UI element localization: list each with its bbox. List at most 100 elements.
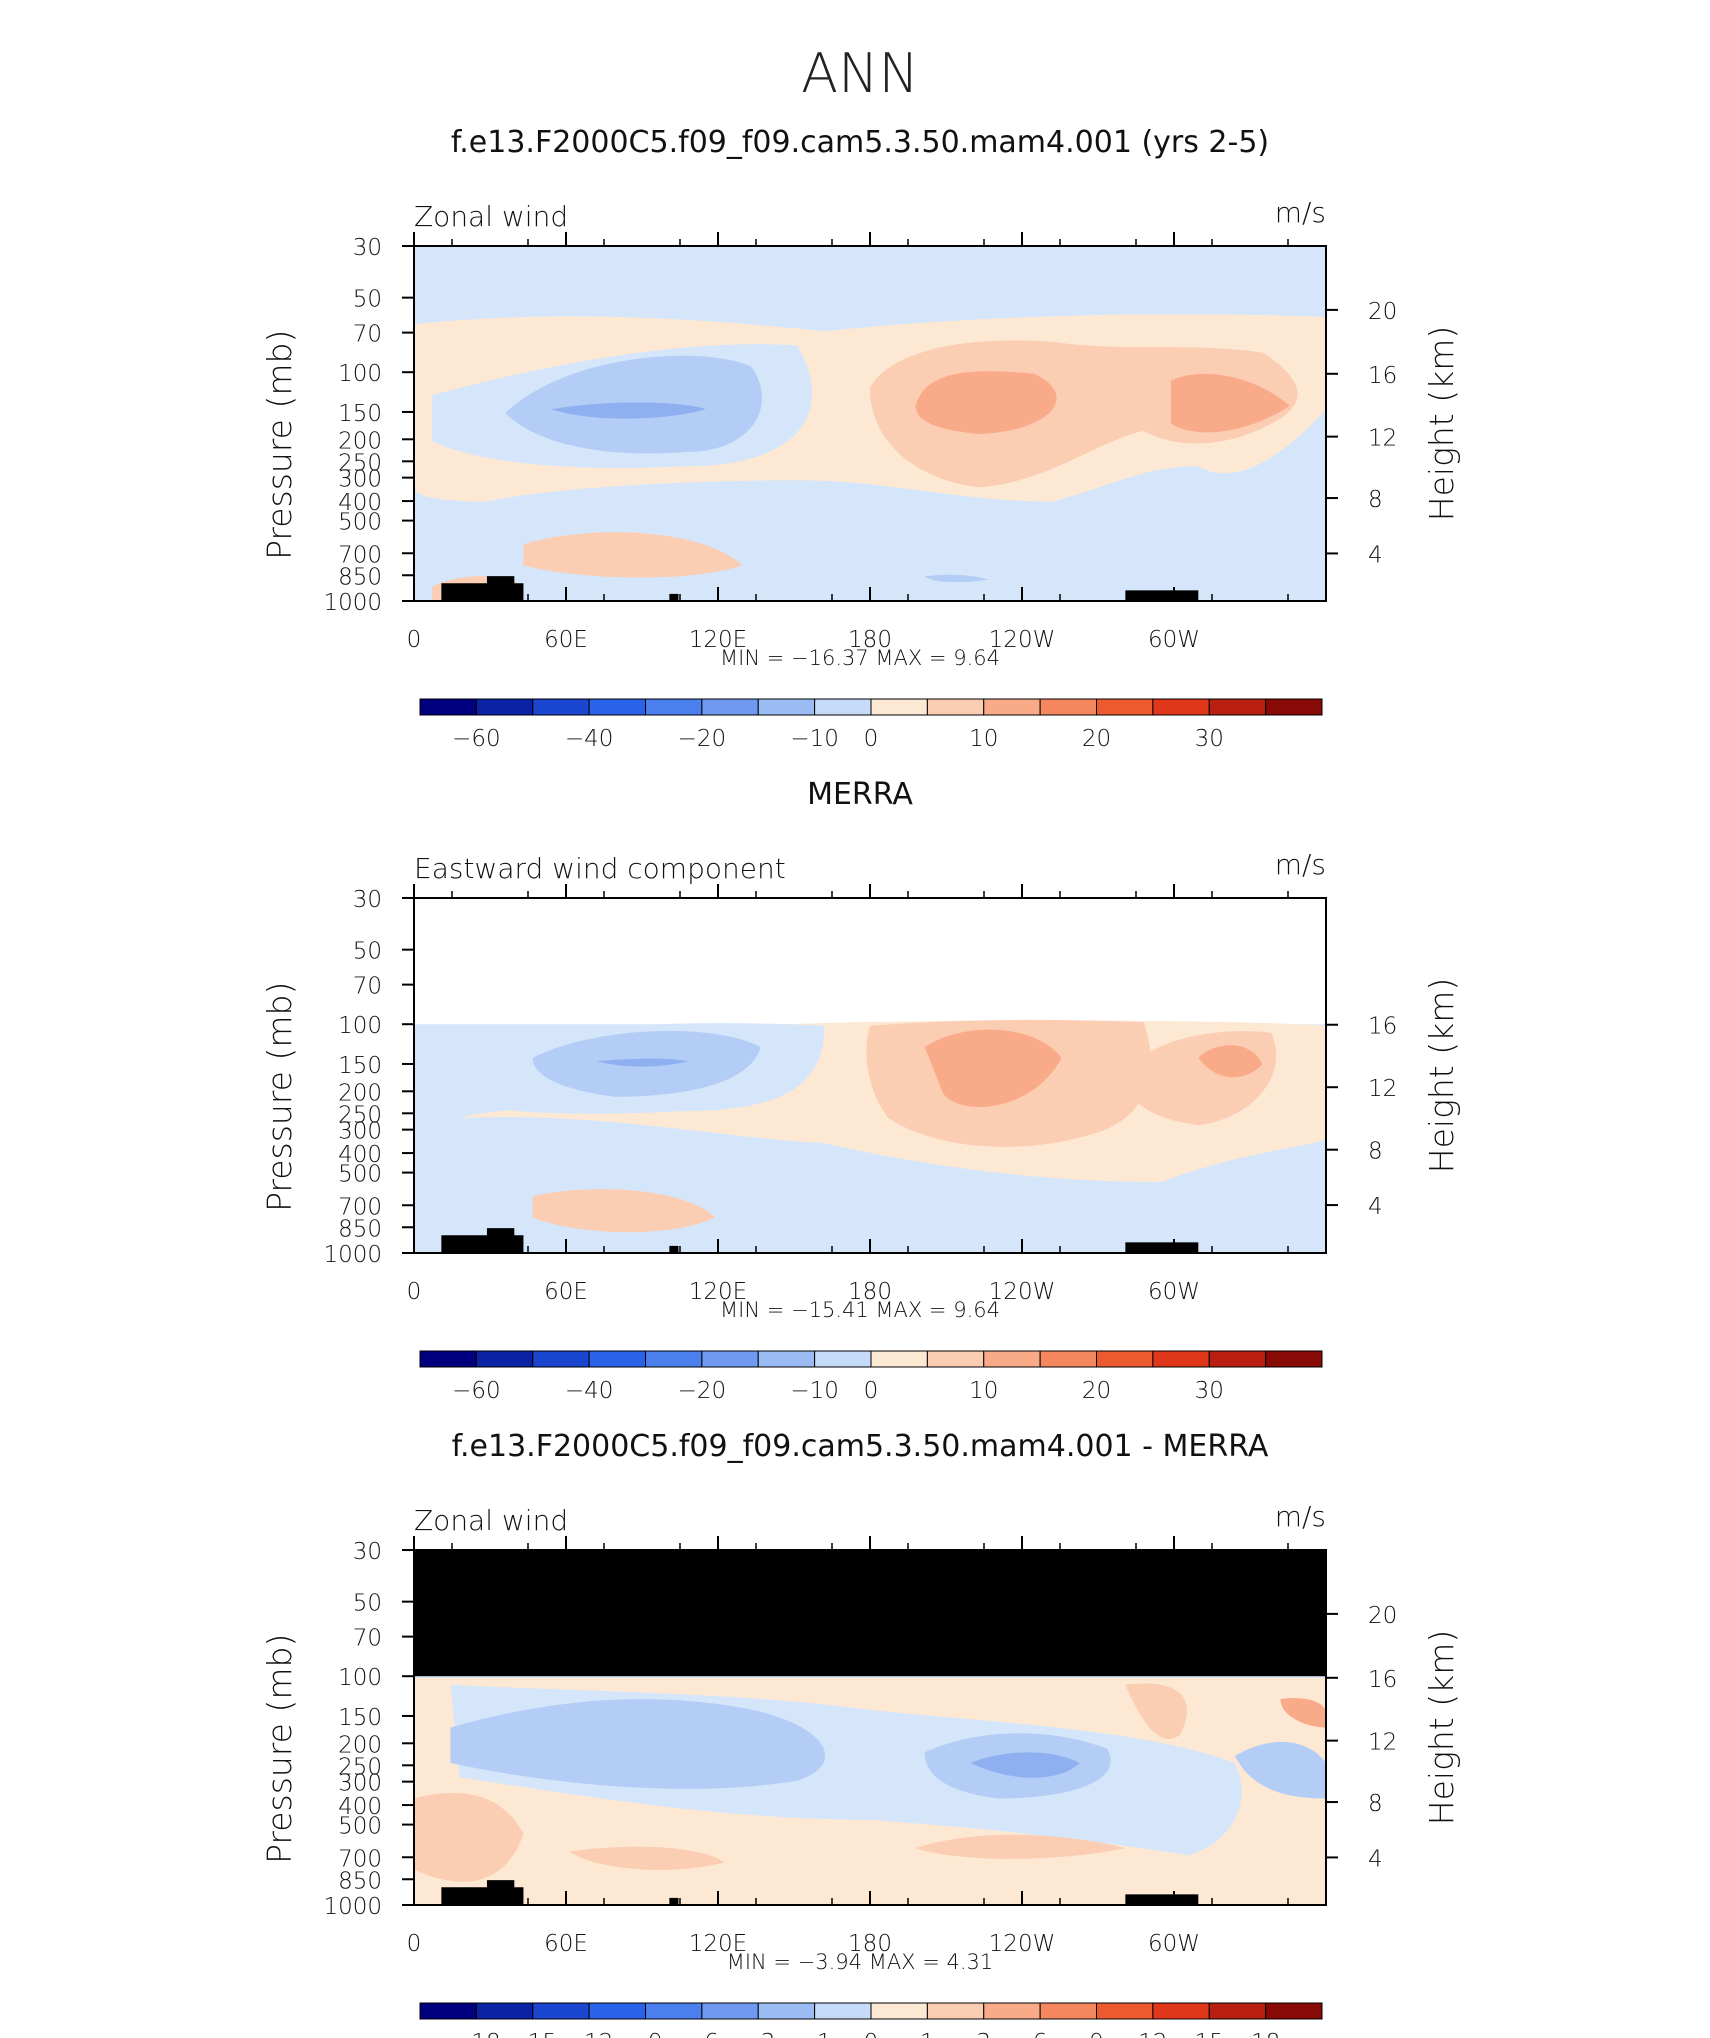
colorbar-swatch [419,2002,477,2020]
y-tick-label: 700 [338,542,382,568]
colorbar-swatch [814,698,872,716]
colorbar-swatch [1265,1350,1323,1368]
y-tick-label: 200 [338,428,382,454]
y-tick-label: 250 [338,1102,382,1128]
colorbar-swatch [588,1350,646,1368]
colorbar-swatch [532,698,590,716]
x-tick-label: 60E [544,627,588,653]
y-tick-label: 70 [353,322,382,348]
y-tick-label: 100 [338,1665,382,1691]
contour-region [550,402,706,419]
colorbar-swatch [757,1350,816,1368]
x-tick-label: 120E [689,1931,747,1957]
y-tick-label: 500 [338,1162,382,1188]
land-mask [669,1897,679,1905]
colorbar-label: 1 [920,2030,935,2038]
y-tick-label: 50 [353,939,382,965]
contour-region [569,1846,725,1870]
colorbar-label: 10 [969,726,998,752]
y-right-tick-label: 8 [1368,1139,1383,1165]
colorbar-label: 15 [1195,2030,1224,2038]
panel-subtitle: Eastward wind component [414,852,786,885]
y-right-tick-label: 4 [1368,542,1383,568]
x-tick-label: 180 [848,627,892,653]
colorbar-label: −12 [565,2030,614,2038]
colorbar-label: −40 [565,726,614,752]
colorbar-swatch [926,2002,985,2020]
contour-region [1125,1683,1187,1739]
colorbar-swatch [701,2002,759,2020]
colorbar-swatch [870,698,928,716]
y-tick-label: 850 [338,1216,382,1242]
y-tick-label: 300 [338,1771,382,1797]
colorbar-swatch [1152,1350,1210,1368]
x-tick-label: 120W [989,1279,1056,1305]
colorbar-swatch [588,698,646,716]
y-right-tick-label: 20 [1368,1603,1397,1629]
y-tick-label: 700 [338,1194,382,1220]
y-tick-label: 400 [338,1794,382,1820]
panel-title: f.e13.F2000C5.f09_f09.cam5.3.50.mam4.001… [451,125,1269,160]
x-tick-label: 120W [989,627,1056,653]
y-tick-label: 50 [353,287,382,313]
contour-region [915,371,1057,435]
y-tick-label: 1000 [323,1242,382,1268]
colorbar-swatch [475,2002,534,2020]
x-tick-label: 60E [544,1931,588,1957]
colorbar-swatch [983,1350,1041,1368]
colorbar-swatch [870,2002,928,2020]
colorbar-swatch [645,698,703,716]
y-tick-label: 400 [338,490,382,516]
colorbar-label: 0 [864,1378,879,1404]
y-tick-label: 50 [353,1591,382,1617]
colorbar-label: 30 [1195,1378,1224,1404]
min-max-stats: MIN = −15.41 MAX = 9.64 [720,1298,1000,1322]
x-tick-label: 120E [689,1279,747,1305]
x-tick-label: 60W [1148,1279,1200,1305]
colorbar-swatch [645,2002,703,2020]
contour-region [450,1699,826,1789]
y-tick-label: 250 [338,1754,382,1780]
y-tick-label: 100 [338,361,382,387]
colorbar-swatch [1265,2002,1323,2020]
y-right-tick-label: 4 [1368,1846,1383,1872]
colorbar-swatch [645,1350,703,1368]
y-tick-label: 150 [338,1705,382,1731]
panel-units: m/s [1275,848,1326,881]
colorbar-swatch [757,2002,816,2020]
contour-region [414,1793,524,1882]
colorbar: −18 −15 −12 −9 −6 −3 −1 0 1 3 6 9 12 15 18 [419,2002,1323,2038]
y-right-tick-label: 20 [1368,299,1397,325]
y-tick-label: 150 [338,1053,382,1079]
panel-3: f.e13.F2000C5.f09_f09.cam5.3.50.mam4.001… [260,1429,1461,2038]
y-tick-label: 250 [338,450,382,476]
x-tick-label: 120E [689,627,747,653]
y-axis-label: Pressure (mb) [260,982,299,1212]
colorbar-swatch [1039,2002,1097,2020]
colorbar-label: 9 [1089,2030,1104,2038]
x-tick-label: 120W [989,1931,1056,1957]
y-tick-label: 30 [353,235,382,261]
colorbar-label: 10 [969,1378,998,1404]
y-tick-label: 500 [338,510,382,536]
y-right-tick-label: 16 [1368,1014,1397,1040]
contour-fills [432,1019,1326,1233]
y-tick-label: 200 [338,1732,382,1758]
colorbar-swatch [1096,698,1154,716]
colorbar-label: 18 [1251,2030,1280,2038]
land-mask [486,1880,515,1905]
colorbar-label: −1 [798,2030,832,2038]
colorbar-label: −20 [678,1378,727,1404]
x-tick-label: 0 [407,1279,422,1305]
y-tick-label: 850 [338,564,382,590]
land-mask [669,593,679,601]
y-right-tick-label: 12 [1368,1076,1397,1102]
x-tick-label: 180 [848,1279,892,1305]
colorbar: −60 −40 −20 −10 0 10 20 30 [419,1350,1323,1404]
y-tick-label: 400 [338,1142,382,1168]
y-tick-label: 30 [353,887,382,913]
colorbar-swatch [532,2002,590,2020]
x-tick-label: 0 [407,627,422,653]
colorbar-label: −3 [741,2030,775,2038]
